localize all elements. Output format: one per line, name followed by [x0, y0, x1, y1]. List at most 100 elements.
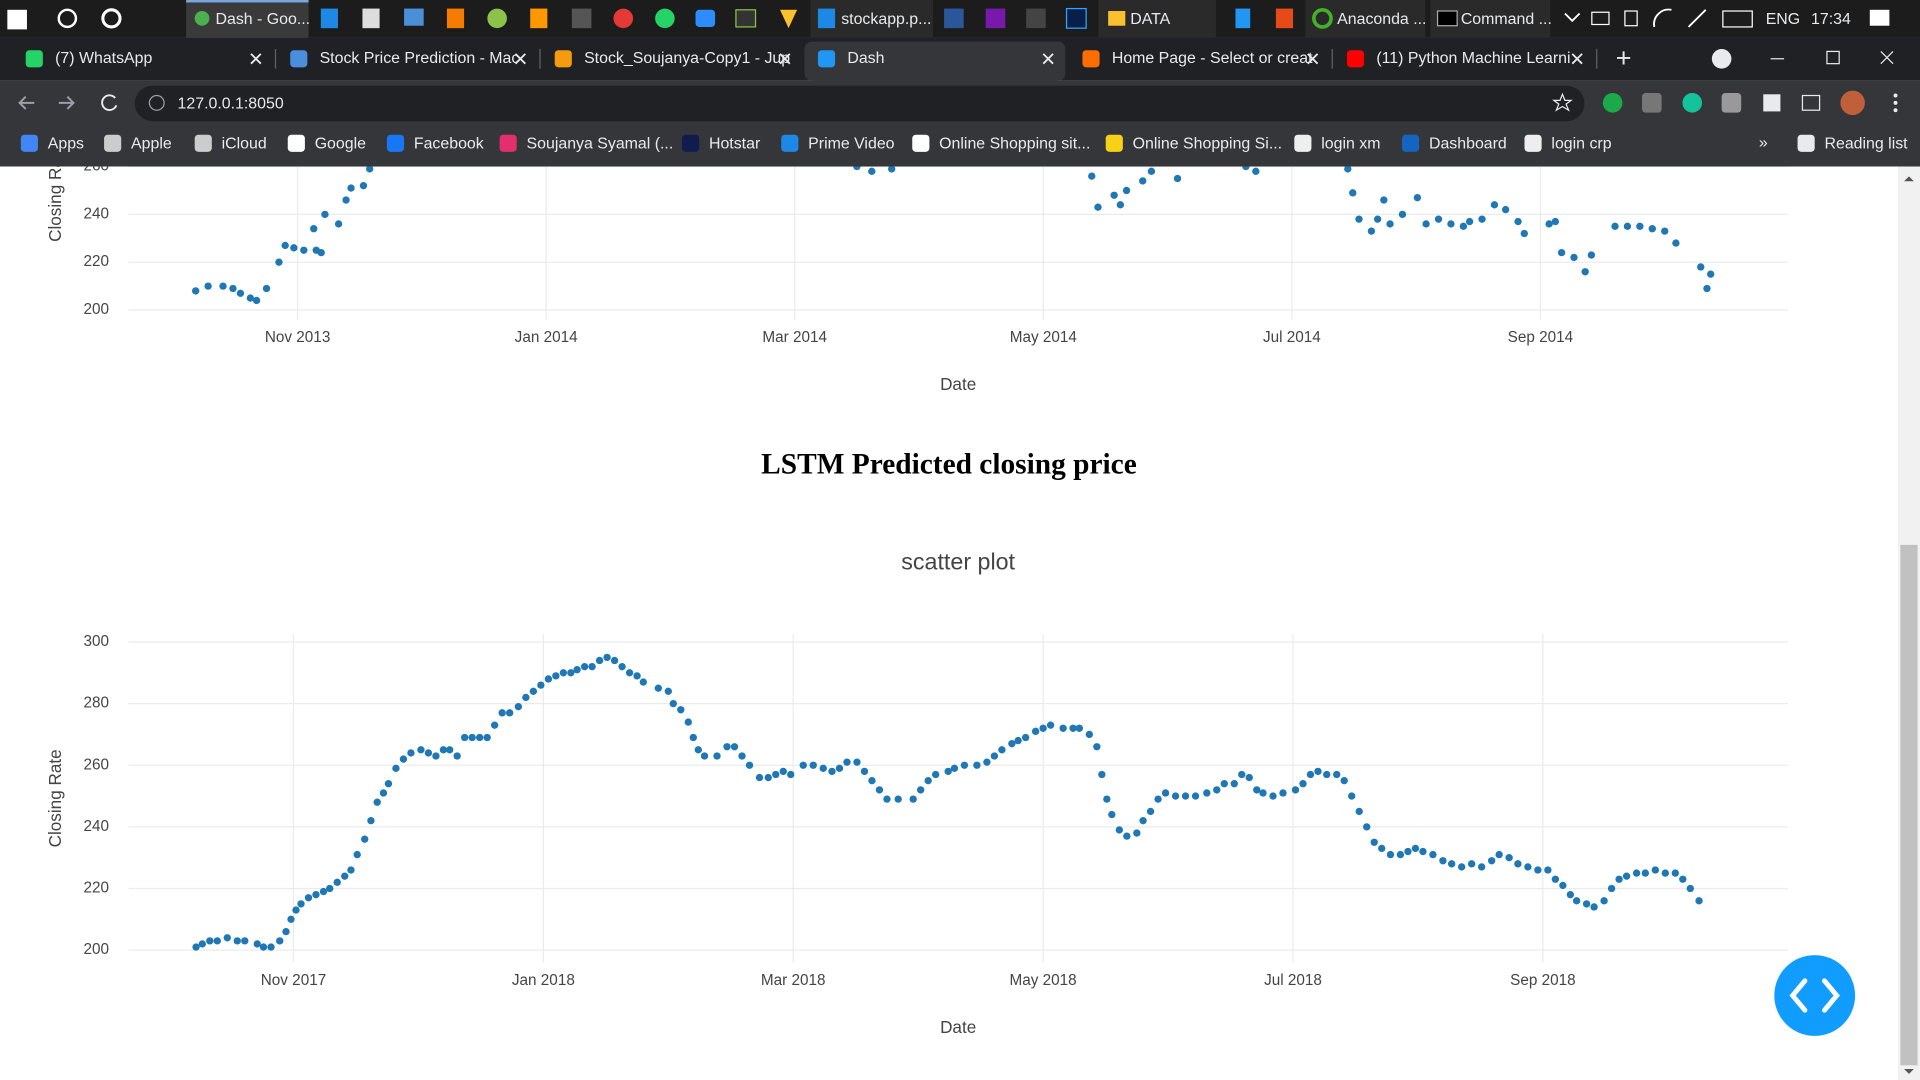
bookmark[interactable]: Hotstar [709, 136, 761, 153]
pen-icon[interactable] [1687, 9, 1707, 28]
extension[interactable] [1682, 93, 1703, 113]
app-icon[interactable] [1275, 8, 1294, 29]
tab-close[interactable] [779, 53, 791, 65]
app-icon[interactable] [655, 8, 675, 29]
bookmark[interactable]: Apple [131, 136, 172, 153]
tab-close[interactable] [1571, 53, 1583, 65]
tab-title[interactable]: (7) WhatsApp [55, 50, 152, 67]
data-point [304, 894, 313, 902]
notification-icon[interactable] [1869, 9, 1890, 26]
clock[interactable]: 17:34 [1811, 11, 1851, 28]
data-point [887, 166, 896, 173]
extension[interactable] [1721, 93, 1742, 113]
bookmark[interactable]: Apps [48, 136, 84, 153]
forward-button[interactable] [58, 96, 75, 110]
app-icon[interactable] [487, 8, 507, 29]
bookmark[interactable]: iCloud [222, 136, 267, 153]
taskbar-item[interactable]: DATA [1130, 11, 1170, 28]
bookmark[interactable]: Facebook [414, 136, 484, 153]
bookmark[interactable]: Prime Video [808, 136, 895, 153]
search-button[interactable] [57, 8, 78, 29]
scrollbar-thumb[interactable] [1900, 544, 1918, 1066]
tray-icon[interactable] [1591, 11, 1610, 26]
active-tab[interactable] [804, 41, 1066, 81]
tray-expand[interactable] [1564, 12, 1581, 23]
url[interactable]: 127.0.0.1:8050 [178, 95, 284, 112]
scroll-up[interactable] [1904, 176, 1914, 182]
data-point [960, 761, 969, 769]
bookmark[interactable]: login crp [1551, 136, 1611, 153]
cortana-button[interactable] [101, 8, 122, 29]
back-button[interactable] [18, 96, 35, 110]
app-icon[interactable] [944, 8, 964, 29]
tray-icon[interactable] [1624, 10, 1638, 27]
data-point [1559, 881, 1567, 890]
taskbar-item[interactable]: stockapp.p... [841, 11, 931, 28]
data-point [275, 258, 283, 266]
app-icon[interactable] [320, 8, 338, 29]
x-tick-label: May 2018 [1010, 972, 1077, 989]
reload-button[interactable] [101, 94, 118, 111]
keyboard-icon[interactable] [1722, 10, 1753, 28]
close-window[interactable] [1880, 50, 1894, 65]
menu[interactable] [1893, 93, 1898, 98]
start-button[interactable] [7, 9, 27, 30]
tab-search[interactable] [1711, 48, 1732, 69]
data-point [1396, 850, 1405, 859]
profile[interactable] [1840, 90, 1865, 116]
y-tick-label: 220 [83, 880, 109, 897]
bookmark[interactable]: Reading list [1824, 136, 1908, 153]
bookmark[interactable]: Dashboard [1429, 136, 1507, 153]
extension[interactable] [1642, 93, 1662, 113]
tab-title[interactable]: Home Page - Select or creat [1112, 50, 1313, 67]
scroll-down[interactable] [1904, 1068, 1914, 1074]
app-icon[interactable] [571, 8, 592, 29]
media-control[interactable] [1801, 94, 1821, 111]
wifi-icon[interactable] [1653, 8, 1672, 28]
data-point [1230, 780, 1238, 788]
app-icon[interactable] [446, 8, 465, 29]
taskbar-item[interactable]: Anaconda ... [1337, 11, 1426, 28]
tab-title[interactable]: Stock Price Prediction - Mac [320, 50, 520, 67]
app-icon[interactable] [985, 8, 1006, 29]
data-point [1279, 789, 1287, 797]
tab-title[interactable]: (11) Python Machine Learni [1376, 50, 1570, 67]
app-icon[interactable] [362, 8, 380, 29]
tab-close[interactable] [1042, 53, 1054, 65]
data-point [917, 786, 925, 794]
site-info[interactable] [148, 94, 165, 111]
app-icon[interactable] [695, 9, 716, 27]
app-icon[interactable] [735, 9, 757, 28]
data-point [1220, 780, 1228, 788]
new-tab[interactable]: + [1616, 43, 1632, 73]
tab-title[interactable]: Stock_Soujanya-Copy1 - Jup [584, 50, 790, 67]
bookmarks-overflow[interactable]: » [1759, 134, 1768, 151]
tab-close[interactable] [514, 53, 526, 65]
tab-close[interactable] [250, 53, 262, 65]
bookmark[interactable]: Online Shopping sit... [939, 136, 1090, 153]
app-icon[interactable] [530, 8, 548, 29]
bookmark-star[interactable] [1552, 92, 1573, 112]
app-icon[interactable] [1235, 8, 1251, 29]
taskbar-item[interactable]: Command ... [1461, 11, 1552, 28]
app-icon[interactable] [613, 8, 634, 29]
data-point [1259, 789, 1267, 797]
tab-close[interactable] [1307, 53, 1319, 65]
taskbar-item[interactable]: Dash - Goo... [216, 11, 311, 28]
app-icon[interactable] [1065, 7, 1087, 29]
bookmark[interactable]: Google [315, 136, 366, 153]
omnibox[interactable] [134, 85, 1585, 122]
tab-title[interactable]: Dash [847, 50, 884, 67]
app-icon[interactable] [1026, 8, 1046, 29]
extensions-menu[interactable] [1763, 94, 1781, 112]
app-icon[interactable] [780, 9, 798, 29]
bookmark[interactable]: Online Shopping Si... [1133, 136, 1282, 153]
data-point [310, 225, 318, 233]
bookmark[interactable]: Soujanya Syamal (... [527, 136, 674, 153]
restore[interactable] [1826, 50, 1840, 65]
language[interactable]: ENG [1766, 11, 1800, 28]
app-icon[interactable] [404, 8, 424, 26]
extension[interactable] [1602, 93, 1623, 113]
bookmark[interactable]: login xm [1321, 136, 1380, 153]
debug-menu-button[interactable] [1774, 955, 1856, 1036]
